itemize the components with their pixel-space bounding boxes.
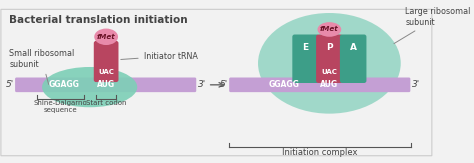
FancyBboxPatch shape [292,35,319,83]
FancyBboxPatch shape [316,35,343,83]
Text: GGAGG: GGAGG [268,80,299,89]
Ellipse shape [318,22,341,37]
Text: UAC: UAC [321,69,337,75]
Text: Large ribosomal
subunit: Large ribosomal subunit [394,7,471,44]
Text: 3': 3' [198,80,206,89]
Text: Start codon: Start codon [86,100,127,106]
FancyBboxPatch shape [229,77,410,92]
Text: 5': 5' [6,80,14,89]
Text: Bacterial translation initiation: Bacterial translation initiation [9,15,188,25]
Text: 3': 3' [412,80,420,89]
Text: P: P [326,43,333,52]
Ellipse shape [42,67,137,107]
Text: UAC: UAC [98,69,114,75]
Text: Small ribosomal
subunit: Small ribosomal subunit [9,49,74,84]
Text: 5': 5' [219,80,228,89]
Text: AUG: AUG [320,80,338,89]
Text: fMet: fMet [320,26,339,32]
Ellipse shape [94,29,118,45]
Text: Initiation complex: Initiation complex [282,148,357,157]
Text: AUG: AUG [97,80,115,89]
Text: E: E [302,43,309,52]
FancyBboxPatch shape [340,35,366,83]
Ellipse shape [258,13,401,114]
FancyBboxPatch shape [94,41,118,82]
Text: A: A [350,43,356,52]
FancyBboxPatch shape [15,77,196,92]
Text: GGAGG: GGAGG [49,80,80,89]
Text: fMet: fMet [97,34,116,40]
Text: Initiator tRNA: Initiator tRNA [121,52,198,60]
Text: Shine-Dalgarno
sequence: Shine-Dalgarno sequence [34,100,87,113]
